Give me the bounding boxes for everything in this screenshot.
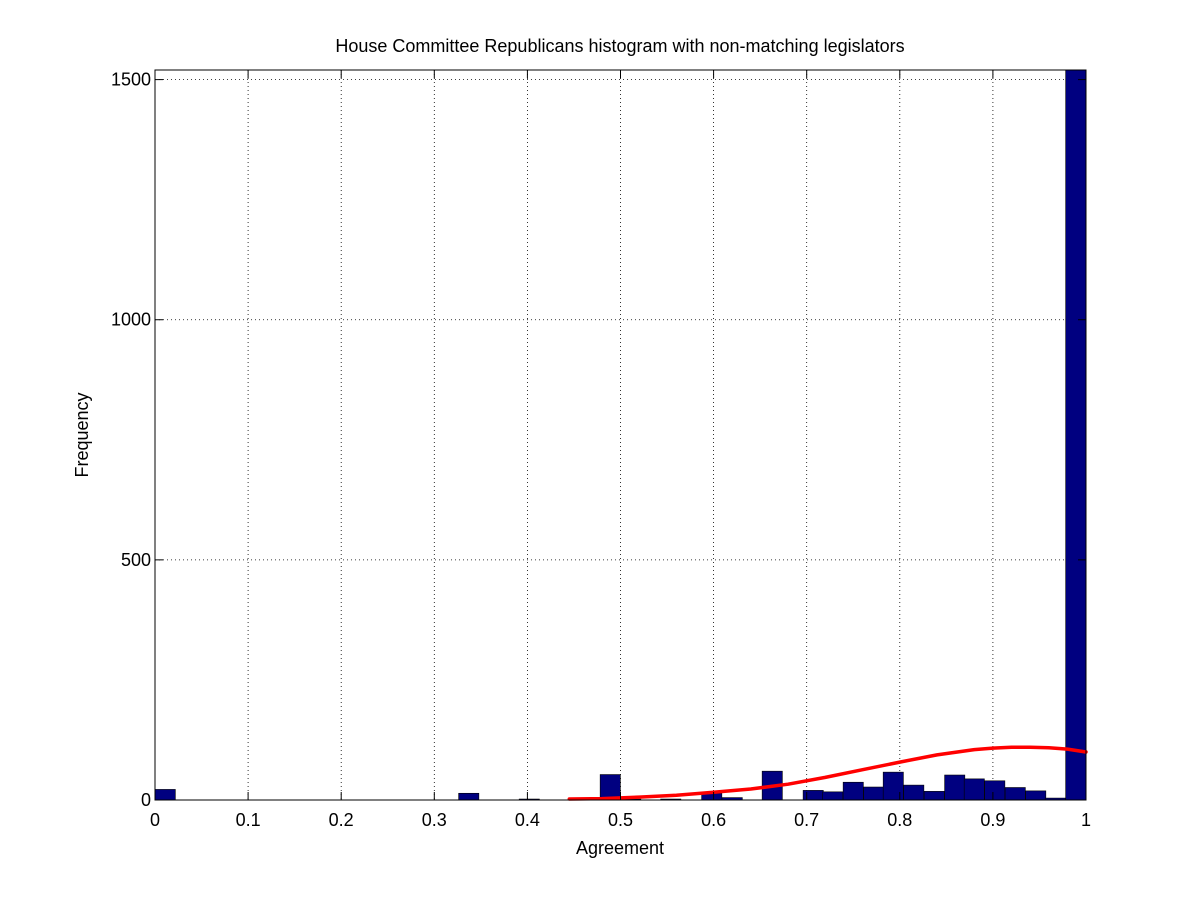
histogram-bar xyxy=(599,774,621,801)
chart-title: House Committee Republicans histogram wi… xyxy=(335,36,904,56)
x-tick-label: 0.3 xyxy=(422,810,447,830)
histogram-bar xyxy=(802,790,824,801)
histogram-bar xyxy=(984,780,1006,801)
y-tick-label: 1500 xyxy=(111,70,151,90)
x-tick-label: 0.8 xyxy=(887,810,912,830)
x-tick-label: 0.2 xyxy=(329,810,354,830)
histogram-bar xyxy=(842,781,864,801)
grid-lines xyxy=(155,70,1086,800)
histogram-bar xyxy=(154,789,176,801)
x-axis-label: Agreement xyxy=(576,838,664,858)
histogram-bar xyxy=(863,786,885,801)
histogram-bar xyxy=(882,771,904,801)
histogram-bar xyxy=(458,792,480,801)
histogram-bar xyxy=(903,784,925,801)
x-tick-label: 0.4 xyxy=(515,810,540,830)
x-tick-label: 1 xyxy=(1081,810,1091,830)
axis-ticks: 0 0.1 0.2 0.3 0.4 0.5 0.6 0.7 0.8 0.9 1 0 500 1000 150… xyxy=(111,70,1091,830)
y-tick-label: 500 xyxy=(121,550,151,570)
x-tick-label: 0.9 xyxy=(980,810,1005,830)
y-axis-label: Frequency xyxy=(72,392,92,477)
x-tick-label: 0.7 xyxy=(794,810,819,830)
x-tick-label: 0.1 xyxy=(236,810,261,830)
histogram-bar xyxy=(923,791,945,801)
histogram-bar xyxy=(944,774,966,801)
histogram-bar xyxy=(963,778,985,801)
fit-curve-layer xyxy=(567,745,1088,801)
histogram-bar xyxy=(1065,69,1087,801)
histogram-bar xyxy=(1004,787,1026,801)
fit-curve xyxy=(567,745,1088,801)
histogram-bar xyxy=(822,791,844,801)
histogram-bar xyxy=(1025,790,1047,801)
x-tick-label: 0.6 xyxy=(701,810,726,830)
x-tick-label: 0 xyxy=(150,810,160,830)
x-tick-label: 0.5 xyxy=(608,810,633,830)
y-tick-label: 0 xyxy=(141,790,151,810)
y-tick-label: 1000 xyxy=(111,310,151,330)
